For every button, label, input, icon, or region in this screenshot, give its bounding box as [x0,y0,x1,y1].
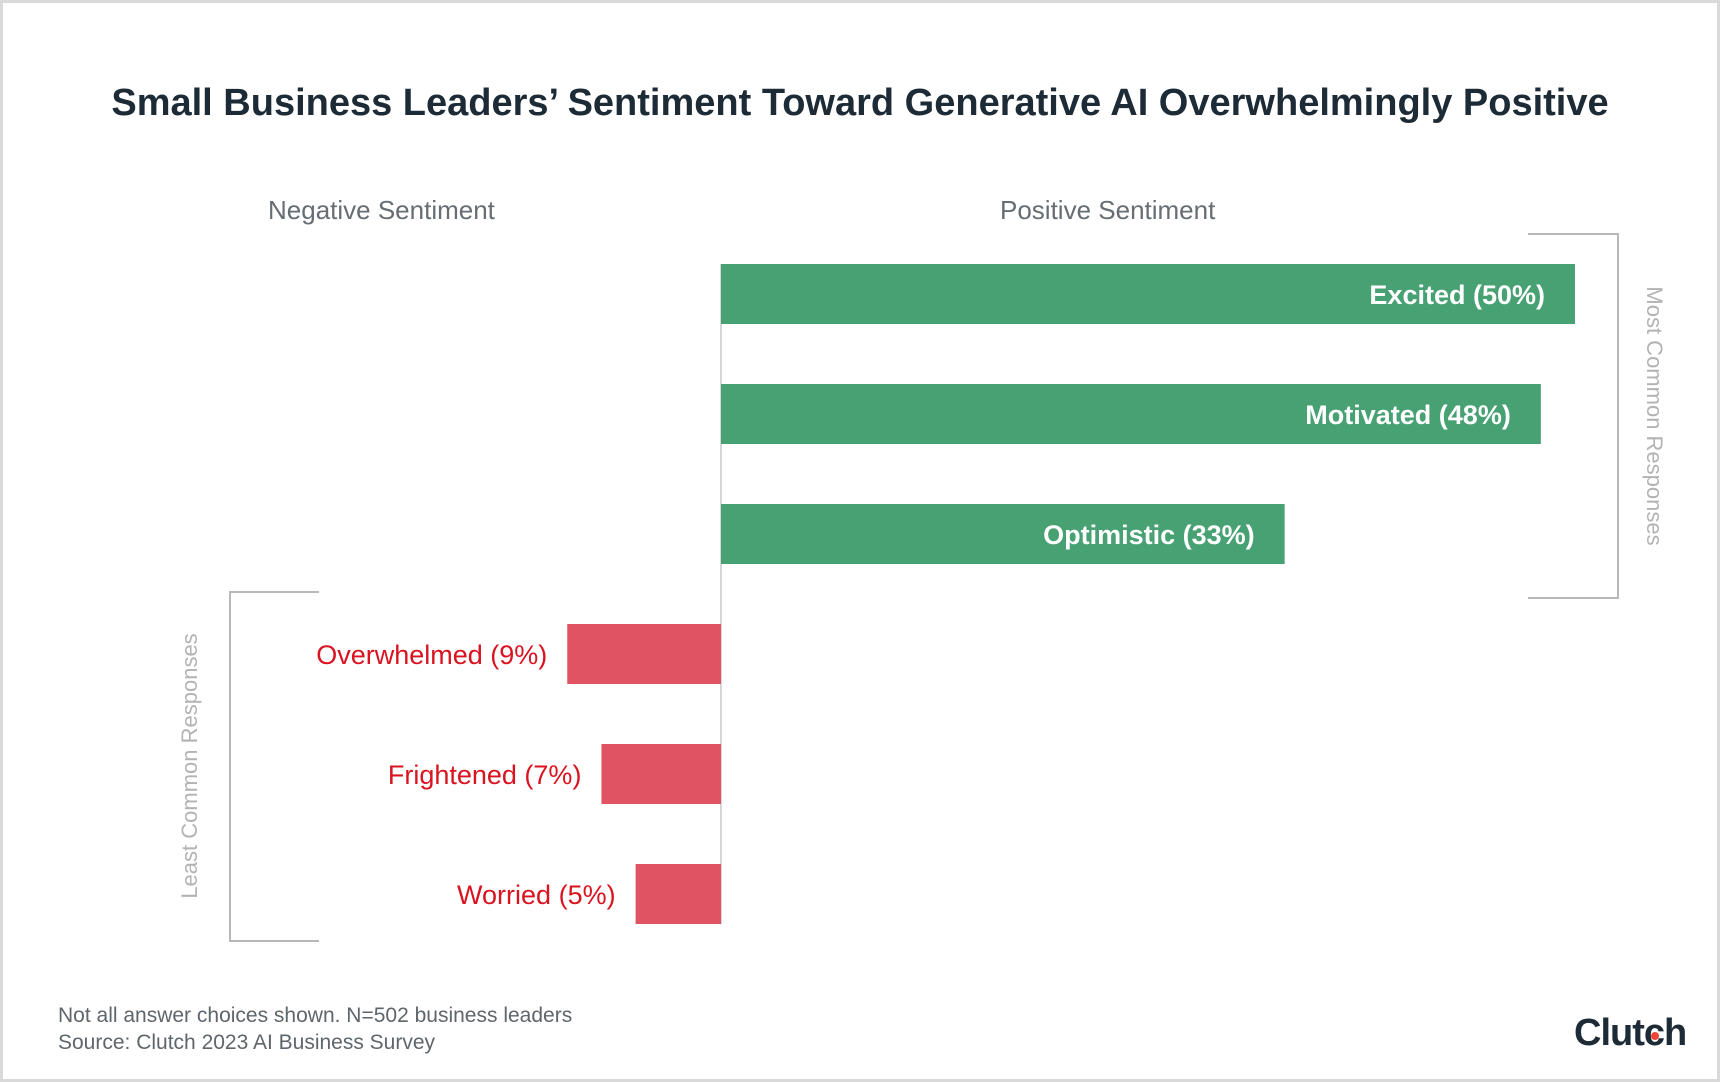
bar-excited [721,264,1575,324]
bar-motivated [721,384,1541,444]
least-common-bracket-label: Least Common Responses [177,633,202,899]
data-label-excited: Excited (50%) [1369,280,1545,310]
positive-group-label: Positive Sentiment [1000,195,1216,225]
bar-frightened [601,744,721,804]
data-label-overwhelmed: Overwhelmed (9%) [316,640,547,670]
data-label-frightened: Frightened (7%) [388,760,582,790]
most-common-bracket [1528,233,1619,599]
least-common-bracket [229,591,319,942]
chart-title: Small Business Leaders’ Sentiment Toward… [111,82,1609,124]
clutch-logo: Clutch [1574,1012,1687,1054]
data-label-worried: Worried (5%) [457,880,616,910]
bar-worried [635,864,721,924]
data-label-optimistic: Optimistic (33%) [1043,520,1255,550]
negative-group-label: Negative Sentiment [268,195,495,225]
footer-note: Not all answer choices shown. N=502 busi… [58,1004,573,1027]
data-label-motivated: Motivated (48%) [1305,400,1511,430]
footer-source: Source: Clutch 2023 AI Business Survey [58,1031,436,1054]
bar-overwhelmed [567,624,721,684]
bar-optimistic [721,504,1285,564]
most-common-bracket-label: Most Common Responses [1642,286,1667,546]
